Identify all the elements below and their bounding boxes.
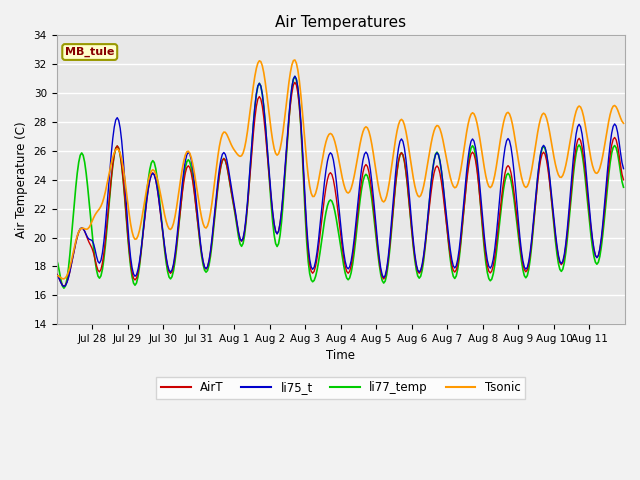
X-axis label: Time: Time — [326, 349, 355, 362]
Legend: AirT, li75_t, li77_temp, Tsonic: AirT, li75_t, li77_temp, Tsonic — [156, 377, 525, 399]
Title: Air Temperatures: Air Temperatures — [275, 15, 406, 30]
Text: MB_tule: MB_tule — [65, 47, 115, 57]
Y-axis label: Air Temperature (C): Air Temperature (C) — [15, 121, 28, 238]
